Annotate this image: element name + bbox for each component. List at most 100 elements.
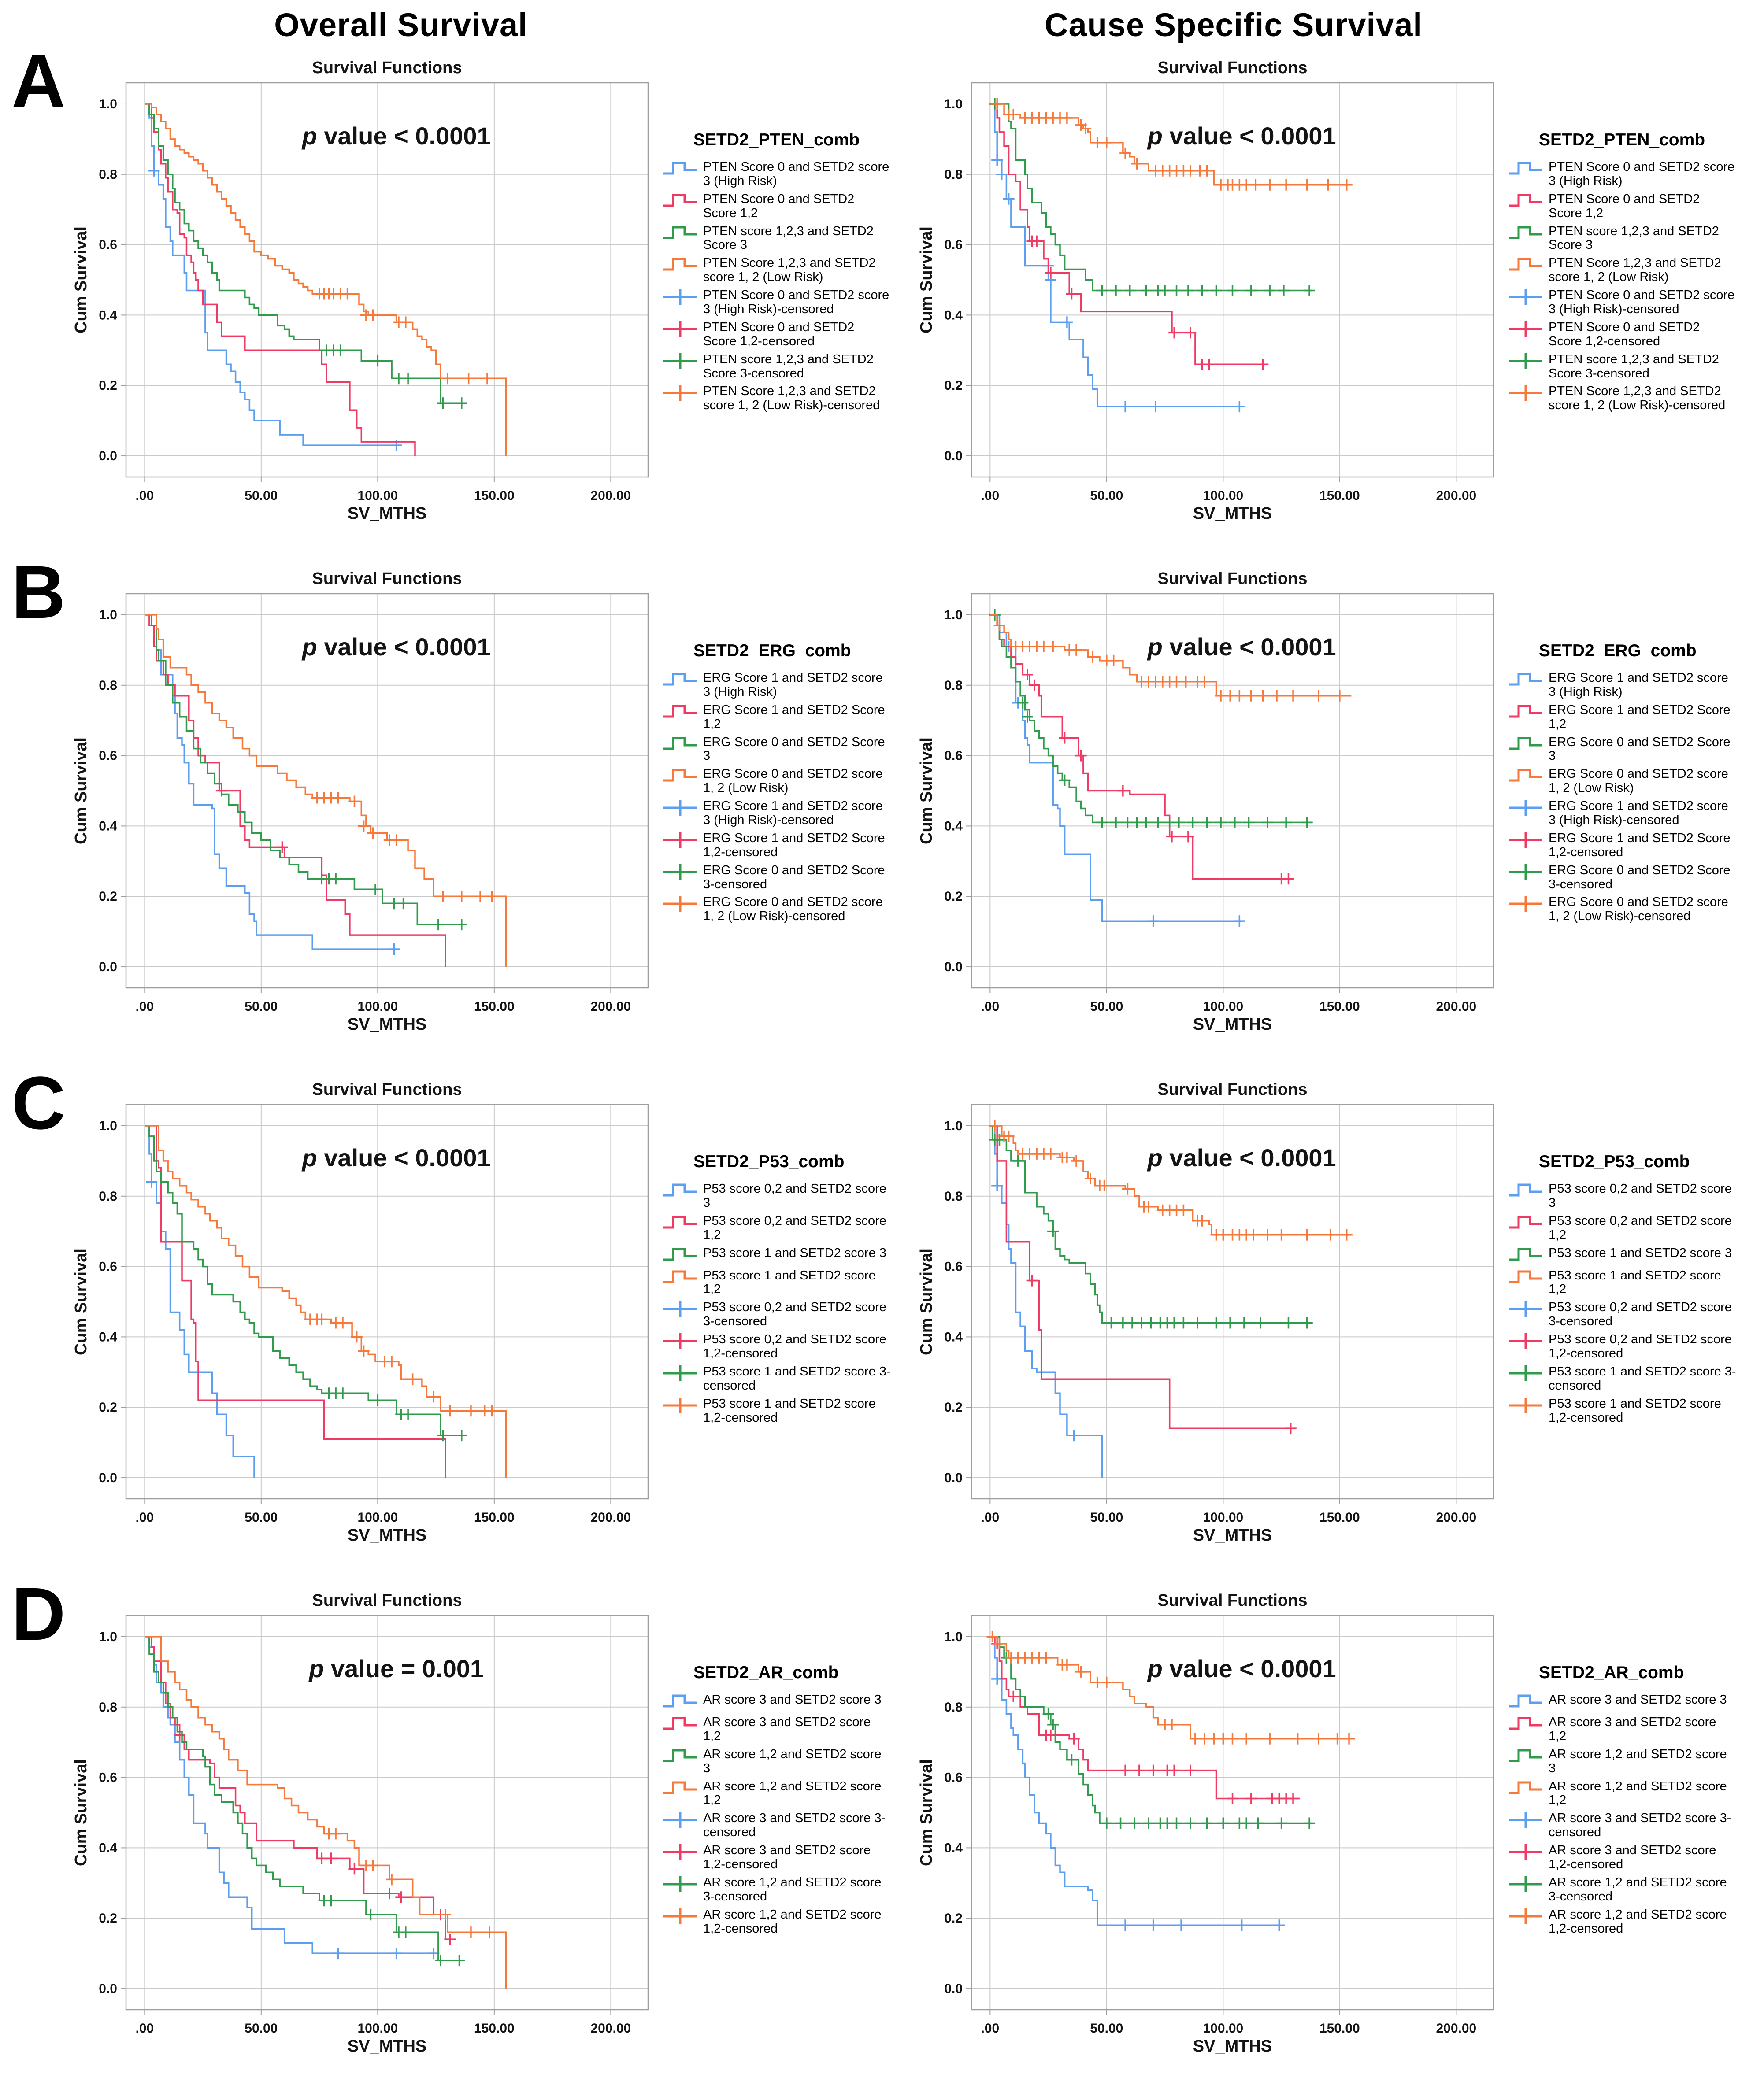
y-tick-label: 0.6 [944, 1260, 963, 1274]
y-tick-label: 0.6 [99, 238, 117, 252]
panel-D-overall: 0.0 0.2 0.4 0.6 0.8 1.0 .00 50.00 100.00 150.00 20… [73, 1589, 919, 2060]
y-axis-label: Cum Survival [73, 1759, 90, 1866]
legend-label: P53 score 0,2 and SETD2 score 1,2-censor… [703, 1332, 886, 1361]
survival-curve-orange [145, 1125, 507, 1478]
legend-item: PTEN Score 1,2,3 and SETD2 score 1, 2 (L… [1507, 256, 1736, 285]
censor-marks-green [316, 873, 467, 931]
y-tick-label: 0.0 [944, 449, 963, 463]
legend-label: ERG Score 0 and SETD2 Score 3 [1549, 735, 1731, 763]
censor-marks-green [318, 1895, 465, 1967]
x-tick-label: 200.00 [590, 488, 631, 503]
legend-item: ERG Score 1 and SETD2 score 3 (High Risk… [1507, 799, 1736, 828]
legend-step-icon-red [663, 194, 697, 207]
y-tick-label: 0.6 [944, 1771, 963, 1785]
y-axis-label: Cum Survival [73, 737, 90, 844]
survival-curve-green [145, 1125, 464, 1436]
legend-item: AR score 3 and SETD2 score 3-censored [1507, 1811, 1736, 1840]
legend-label: AR score 3 and SETD2 score 3-censored [703, 1811, 886, 1840]
axis-ticks: 0.0 0.2 0.4 0.6 0.8 1.0 .00 50.00 100.00 150.00 20… [99, 1630, 631, 2036]
panel-B-overall: 0.0 0.2 0.4 0.6 0.8 1.0 .00 50.00 100.00 150.00 20… [73, 567, 919, 1039]
legend-item: AR score 3 and SETD2 score 3-censored [662, 1811, 891, 1840]
legend-step-icon-orange [1509, 1270, 1542, 1283]
y-axis-label: Cum Survival [73, 226, 90, 333]
legend-censored-icon-blue [663, 800, 697, 816]
legend-censored-icon-green [1509, 1876, 1542, 1892]
x-tick-label: 100.00 [1203, 2021, 1243, 2036]
axis-ticks: 0.0 0.2 0.4 0.6 0.8 1.0 .00 50.00 100.00 150.00 20… [944, 1630, 1476, 2036]
row-label-D: D [11, 1572, 66, 1656]
censor-marks-orange [991, 98, 1353, 191]
legend-SETD2_P53_comb: SETD2_P53_comb P53 score 0,2 and SETD2 sc… [1507, 1152, 1736, 1429]
legend-item: ERG Score 1 and SETD2 Score 1,2 [1507, 703, 1736, 732]
legend-step-icon-orange [663, 769, 697, 782]
row-label-B: B [11, 551, 66, 634]
legend-label: PTEN Score 1,2,3 and SETD2 score 1, 2 (L… [703, 256, 876, 285]
y-tick-label: 0.8 [944, 167, 963, 182]
legend-label: AR score 1,2 and SETD2 score 1,2-censore… [703, 1907, 882, 1936]
panel-D-cause-specific: 0.0 0.2 0.4 0.6 0.8 1.0 .00 50.00 100.00 150.00 20… [919, 1589, 1764, 2060]
legend-title: SETD2_AR_comb [693, 1663, 839, 1682]
legend-label: ERG Score 1 and SETD2 Score 1,2-censored [1549, 831, 1731, 859]
legend-step-icon-orange [663, 258, 697, 271]
p-value-annotation: p value < 0.0001 [1147, 1144, 1336, 1172]
y-tick-label: 0.6 [99, 1771, 117, 1785]
legend-label: P53 score 1 and SETD2 score 1,2 [703, 1268, 876, 1297]
x-tick-label: 50.00 [245, 2021, 278, 2036]
x-tick-label: 150.00 [1319, 2021, 1360, 2036]
plot-title: Survival Functions [312, 1080, 462, 1099]
plot-title: Survival Functions [312, 59, 462, 77]
survival-curve-blue [990, 1125, 1103, 1478]
x-tick-label: 100.00 [1203, 999, 1243, 1014]
legend-item: AR score 1,2 and SETD2 score 3-censored [662, 1875, 891, 1904]
x-axis-label: SV_MTHS [1193, 2037, 1272, 2056]
legend-step-icon-orange [1509, 1781, 1542, 1794]
legend-item: ERG Score 0 and SETD2 score 1, 2 (Low Ri… [1507, 895, 1736, 924]
y-tick-label: 0.4 [99, 819, 117, 833]
legend-SETD2_PTEN_comb: SETD2_PTEN_comb PTEN Score 0 and SETD2 sc… [662, 130, 891, 417]
y-tick-label: 1.0 [99, 97, 117, 111]
legend-step-icon-blue [1509, 1694, 1542, 1708]
legend-item: P53 score 1 and SETD2 score 1,2 [662, 1268, 891, 1297]
x-tick-label: 200.00 [1436, 999, 1476, 1014]
gridlines [126, 594, 648, 988]
legend-item: P53 score 0,2 and SETD2 score 1,2-censor… [662, 1332, 891, 1361]
legend-item: PTEN Score 0 and SETD2 score 3 (High Ris… [1507, 160, 1736, 189]
panel-A-cause-specific: 0.0 0.2 0.4 0.6 0.8 1.0 .00 50.00 100.00 150.00 20… [919, 56, 1764, 528]
legend-censored-icon-green [663, 1365, 697, 1381]
censor-marks-red [1021, 669, 1294, 885]
legend-item: AR score 3 and SETD2 score 3 [1507, 1693, 1736, 1712]
legend-label: P53 score 1 and SETD2 score 1,2-censored [1549, 1396, 1721, 1425]
figure-row-A: A 0.0 0.2 0.4 0.6 0.8 1.0.00 50.00 100.00 150.00 2… [0, 44, 1764, 567]
survival-curve-orange [145, 1636, 507, 1989]
legend-label: P53 score 1 and SETD2 score 1,2 [1549, 1268, 1721, 1297]
y-tick-label: 0.4 [944, 1841, 963, 1855]
legend-step-icon-green [663, 1749, 697, 1762]
y-tick-label: 0.6 [99, 1260, 117, 1274]
survival-curve-orange [145, 103, 507, 456]
legend-item: PTEN Score 0 and SETD2 Score 1,2-censore… [662, 320, 891, 349]
legend-censored-icon-red [1509, 832, 1542, 848]
legend-item: PTEN Score 0 and SETD2 score 3 (High Ris… [1507, 288, 1736, 317]
legend-item: ERG Score 0 and SETD2 score 1, 2 (Low Ri… [662, 895, 891, 924]
legend-item: P53 score 0,2 and SETD2 score 3 [662, 1182, 891, 1210]
legend-step-icon-orange [1509, 258, 1542, 271]
x-axis-label: SV_MTHS [348, 2037, 426, 2056]
legend-SETD2_AR_comb: SETD2_AR_comb AR score 3 and SETD2 score … [1507, 1663, 1736, 1940]
x-tick-label: 150.00 [474, 999, 515, 1014]
y-tick-label: 0.4 [99, 1330, 117, 1344]
y-tick-label: 0.2 [944, 889, 963, 904]
legend-item: PTEN Score 0 and SETD2 score 3 (High Ris… [662, 160, 891, 189]
x-axis-label: SV_MTHS [348, 1526, 426, 1545]
legend-label: PTEN Score 0 and SETD2 score 3 (High Ris… [703, 288, 889, 317]
legend-SETD2_ERG_comb: SETD2_ERG_comb ERG Score 1 and SETD2 scor… [1507, 641, 1736, 928]
legend-label: AR score 1,2 and SETD2 score 1,2 [703, 1779, 882, 1808]
legend-censored-icon-green [663, 864, 697, 880]
legend-SETD2_PTEN_comb: SETD2_PTEN_comb PTEN Score 0 and SETD2 sc… [1507, 130, 1736, 417]
legend-item: AR score 3 and SETD2 score 3 [662, 1693, 891, 1712]
x-tick-label: .00 [135, 2021, 154, 2036]
legend-censored-icon-red [663, 321, 697, 337]
survival-curve-green [145, 614, 464, 925]
legend-censored-icon-red [663, 832, 697, 848]
x-tick-label: 200.00 [1436, 1510, 1476, 1525]
legend-label: PTEN score 1,2,3 and SETD2 Score 3-censo… [703, 352, 874, 381]
